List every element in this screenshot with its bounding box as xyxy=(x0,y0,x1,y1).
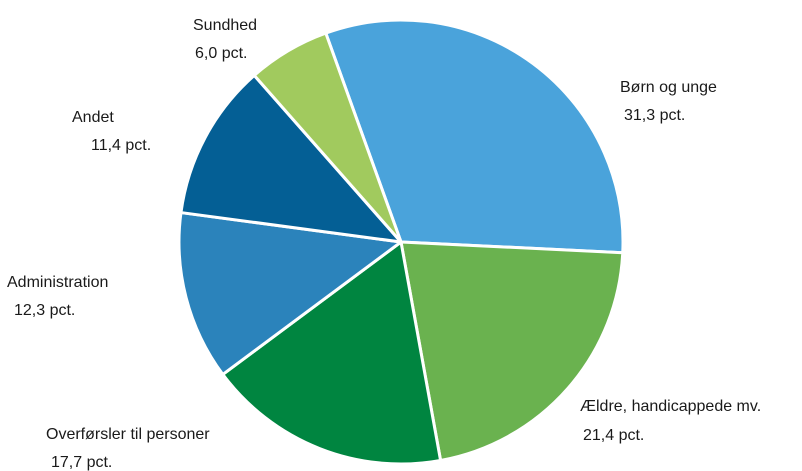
label-administration-value: 12,3 pct. xyxy=(14,302,75,319)
pie-slice-børn-og-unge xyxy=(324,18,625,255)
label-boern-og-unge-name: Børn og unge xyxy=(620,79,717,96)
label-boern-og-unge-value: 31,3 pct. xyxy=(624,107,685,124)
label-aeldre-name: Ældre, handicappede mv. xyxy=(580,398,761,415)
label-sundhed-value: 6,0 pct. xyxy=(195,45,247,62)
label-andet-value: 11,4 pct. xyxy=(91,137,151,154)
label-aeldre-value: 21,4 pct. xyxy=(583,427,644,444)
label-sundhed-name: Sundhed xyxy=(193,17,257,34)
pie-slice-andet xyxy=(179,73,403,244)
label-andet-name: Andet xyxy=(72,109,114,126)
pie-slice-administration xyxy=(177,211,403,376)
pie-slices xyxy=(177,18,625,466)
label-overfoersler-value: 17,7 pct. xyxy=(51,454,112,471)
label-administration-name: Administration xyxy=(7,274,108,291)
label-overfoersler-name: Overførsler til personer xyxy=(46,426,210,443)
pie-slice-sundhed xyxy=(252,31,403,244)
pie-slice-overførsler-til-personer xyxy=(221,240,443,466)
pie-slice-ældre-handicappede-mv xyxy=(399,240,625,462)
